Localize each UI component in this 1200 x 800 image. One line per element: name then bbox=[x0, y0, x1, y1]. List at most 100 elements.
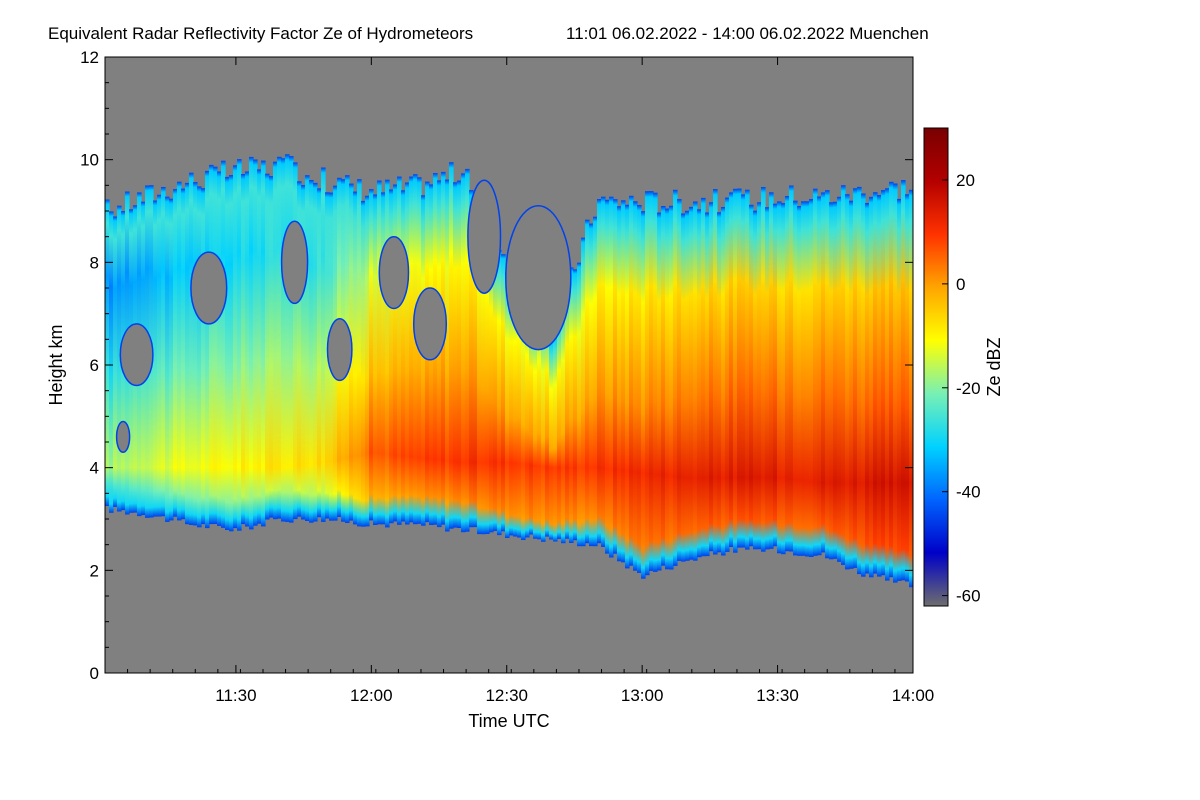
heatmap-column bbox=[169, 198, 174, 521]
heatmap-column bbox=[765, 207, 770, 550]
heatmap-column bbox=[609, 196, 614, 558]
heatmap-column bbox=[473, 201, 478, 528]
heatmap-column bbox=[173, 189, 178, 517]
heatmap-column bbox=[453, 182, 458, 528]
heatmap-column bbox=[845, 194, 850, 570]
heatmap-column bbox=[781, 203, 786, 555]
heatmap-column bbox=[721, 207, 726, 556]
heatmap-column bbox=[865, 203, 870, 574]
heatmap-column bbox=[393, 184, 398, 522]
heatmap-column bbox=[537, 301, 542, 540]
heatmap-column bbox=[873, 192, 878, 574]
heatmap-column bbox=[797, 206, 802, 556]
heatmap-column bbox=[217, 171, 222, 526]
heatmap-column bbox=[297, 181, 302, 517]
heatmap-column bbox=[309, 180, 314, 523]
heatmap-column bbox=[377, 180, 382, 525]
heatmap-column bbox=[301, 185, 306, 520]
heatmap-column bbox=[193, 182, 198, 526]
heatmap-column bbox=[257, 169, 262, 524]
heatmap-column bbox=[545, 314, 550, 537]
heatmap-column bbox=[773, 203, 778, 547]
cloud-gap bbox=[378, 235, 410, 310]
heatmap-column bbox=[789, 185, 794, 552]
heatmap-column bbox=[153, 200, 158, 517]
heatmap-column bbox=[497, 249, 502, 536]
heatmap-column bbox=[809, 199, 814, 557]
colorbar-tick-label: -60 bbox=[956, 587, 981, 606]
heatmap-column bbox=[629, 195, 634, 566]
heatmap-column bbox=[493, 247, 498, 531]
heatmap-column bbox=[465, 168, 470, 532]
heatmap-column bbox=[513, 276, 518, 537]
heatmap-column bbox=[181, 188, 186, 520]
heatmap-column bbox=[621, 200, 626, 563]
y-tick-label: 0 bbox=[90, 664, 99, 683]
x-tick-label: 11:30 bbox=[215, 686, 256, 705]
heatmap-column bbox=[565, 279, 570, 539]
heatmap-column bbox=[261, 160, 266, 527]
heatmap-column bbox=[685, 210, 690, 561]
heatmap-column bbox=[601, 196, 606, 547]
heatmap-column bbox=[905, 194, 910, 582]
y-tick-label: 12 bbox=[80, 48, 99, 67]
heatmap-column bbox=[249, 156, 254, 530]
colorbar-tick-label: 0 bbox=[956, 275, 965, 294]
heatmap-column bbox=[805, 201, 810, 557]
heatmap-column bbox=[413, 174, 418, 525]
colorbar-label: Ze dBZ bbox=[984, 337, 1004, 396]
heatmap-column bbox=[869, 196, 874, 578]
heatmap-column bbox=[857, 186, 862, 575]
heatmap-column bbox=[157, 194, 162, 517]
heatmap-column bbox=[273, 161, 278, 520]
heatmap-column bbox=[673, 189, 678, 566]
y-tick-label: 8 bbox=[90, 253, 99, 272]
heatmap-column bbox=[785, 196, 790, 552]
heatmap-column bbox=[697, 209, 702, 558]
heatmap-column bbox=[293, 162, 298, 520]
heatmap-column bbox=[277, 156, 282, 519]
heatmap-column bbox=[177, 181, 182, 521]
heatmap-column bbox=[205, 170, 210, 529]
heatmap-column bbox=[237, 159, 242, 531]
heatmap-column bbox=[389, 189, 394, 524]
heatmap-column bbox=[461, 173, 466, 533]
cloud-gap bbox=[505, 205, 572, 351]
heatmap-column bbox=[677, 199, 682, 561]
heatmap-column bbox=[645, 191, 650, 576]
cloud-gap bbox=[280, 220, 309, 305]
heatmap-column bbox=[233, 165, 238, 529]
heatmap-column bbox=[581, 237, 586, 547]
heatmap-column bbox=[701, 197, 706, 557]
heatmap-column bbox=[201, 188, 206, 525]
x-axis-label: Time UTC bbox=[468, 711, 549, 731]
heatmap-column bbox=[221, 160, 226, 528]
colorbar-tick-label: -20 bbox=[956, 379, 981, 398]
y-tick-label: 10 bbox=[80, 151, 99, 170]
heatmap-column bbox=[313, 182, 318, 522]
heatmap-column bbox=[757, 202, 762, 550]
heatmap-column bbox=[769, 192, 774, 549]
heatmap-column bbox=[633, 201, 638, 571]
heatmap-column bbox=[401, 190, 406, 522]
heatmap-column bbox=[533, 315, 538, 539]
heatmap-column bbox=[829, 202, 834, 560]
cloud-gap bbox=[467, 179, 502, 294]
cloud-gap bbox=[412, 287, 448, 361]
heatmap-column bbox=[553, 333, 558, 542]
x-axis: 11:30 12:00 12:30 13:00 13:30 14:00 bbox=[104, 57, 935, 705]
heatmap-column bbox=[357, 179, 362, 527]
cloud-gap bbox=[326, 318, 353, 382]
heatmap-column bbox=[853, 188, 858, 568]
heatmap-column bbox=[321, 167, 326, 522]
x-tick-label: 14:00 bbox=[892, 686, 935, 705]
heatmap-column bbox=[617, 206, 622, 562]
colorbar-tick-label: 20 bbox=[956, 171, 975, 190]
heatmap-column bbox=[109, 211, 114, 513]
y-axis-label: Height km bbox=[46, 324, 66, 405]
heatmap-column bbox=[709, 202, 714, 552]
x-tick-label: 13:30 bbox=[756, 686, 799, 705]
heatmap-column bbox=[777, 201, 782, 554]
heatmap-column bbox=[817, 196, 822, 556]
plot-area bbox=[104, 56, 914, 674]
